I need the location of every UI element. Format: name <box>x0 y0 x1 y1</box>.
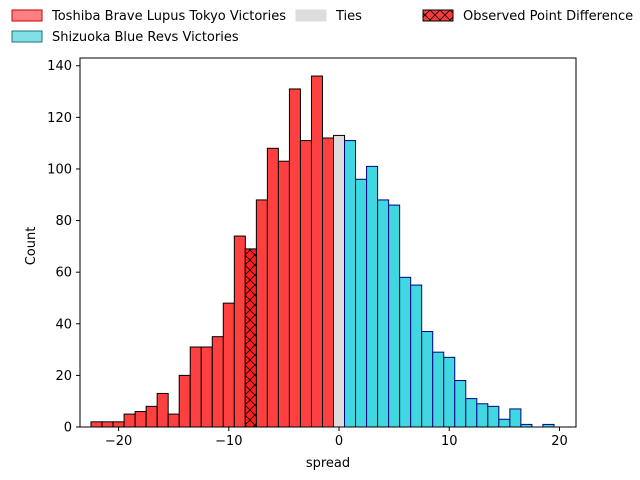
bar-toshiba--2 <box>310 75 323 428</box>
y-tick-label: 40 <box>55 317 72 332</box>
bar-toshiba--5 <box>277 160 290 428</box>
bar-toshiba--1 <box>321 137 335 428</box>
bars-group <box>90 75 555 428</box>
y-axis-label: Count <box>24 227 39 266</box>
bar-toshiba--21 <box>101 421 114 428</box>
bar-shizuoka-4 <box>377 199 390 428</box>
legend-swatch <box>11 30 43 43</box>
legend-item: Toshiba Brave Lupus Tokyo Victories <box>11 9 286 24</box>
legend-label: Observed Point Difference <box>463 9 633 24</box>
bar-toshiba--6 <box>266 147 279 428</box>
y-tick-label: 120 <box>47 111 72 126</box>
plot-frame <box>79 57 577 428</box>
x-tick-label: 10 <box>441 434 458 449</box>
bar-ties-0 <box>333 134 346 428</box>
x-tick-label: 20 <box>551 434 568 449</box>
x-tick-label: 0 <box>335 434 343 449</box>
y-tick-label: 140 <box>47 59 72 74</box>
legend-label: Toshiba Brave Lupus Tokyo Victories <box>51 9 286 24</box>
bar-toshiba--15 <box>167 413 180 428</box>
bar-shizuoka-1 <box>344 140 357 428</box>
legend-label: Shizuoka Blue Revs Victories <box>52 30 239 45</box>
bar-shizuoka-12 <box>465 398 478 428</box>
bar-toshiba--13 <box>189 346 202 428</box>
legend-item: Observed Point Difference <box>422 9 633 24</box>
bar-toshiba--12 <box>200 346 213 428</box>
legend-item: Ties <box>295 9 362 24</box>
legend-swatch <box>295 9 327 22</box>
y-tick-label: 20 <box>55 369 72 384</box>
legend: Toshiba Brave Lupus Tokyo Victories Shizu… <box>11 9 633 45</box>
x-tick-label: −10 <box>215 434 242 449</box>
legend-swatch <box>11 9 43 22</box>
bar-toshiba--11 <box>211 336 224 428</box>
bar-shizuoka-13 <box>476 403 489 428</box>
y-tick-label: 80 <box>55 214 72 229</box>
legend-swatch-hatch <box>422 9 454 22</box>
bar-shizuoka-5 <box>388 204 401 428</box>
bar-shizuoka-11 <box>454 380 467 428</box>
bar-toshiba--7 <box>255 199 268 428</box>
observed-point-difference-bar <box>244 248 257 428</box>
bar-toshiba--19 <box>123 413 136 428</box>
bar-shizuoka-16 <box>509 408 522 428</box>
bar-toshiba--17 <box>145 405 158 428</box>
bar-shizuoka-8 <box>421 331 434 428</box>
bar-shizuoka-3 <box>366 165 379 428</box>
bar-toshiba--9 <box>233 235 246 428</box>
bar-shizuoka-14 <box>487 405 500 428</box>
bar-shizuoka-2 <box>355 178 368 428</box>
bar-shizuoka-7 <box>410 284 423 428</box>
bar-toshiba--10 <box>222 302 235 428</box>
legend-label: Ties <box>335 9 362 24</box>
y-tick-label: 0 <box>64 421 72 436</box>
y-tick-label: 60 <box>55 266 72 281</box>
bar-shizuoka-9 <box>432 351 445 428</box>
bar-toshiba--4 <box>288 88 301 428</box>
y-tick-label: 100 <box>47 162 72 177</box>
axes-group: −20 −10 0 10 20 0 20 40 60 80 100 120 140 <box>47 57 577 449</box>
bar-shizuoka-10 <box>443 356 456 428</box>
bar-toshiba--3 <box>299 140 312 428</box>
bar-toshiba--14 <box>178 374 191 428</box>
bar-shizuoka-6 <box>399 276 412 428</box>
bar-toshiba--20 <box>112 421 125 428</box>
bar-toshiba--16 <box>156 392 169 428</box>
x-axis-label: spread <box>306 456 350 471</box>
bar-shizuoka-15 <box>498 418 511 428</box>
legend-item: Shizuoka Blue Revs Victories <box>11 30 239 45</box>
bar-toshiba--18 <box>134 411 147 428</box>
x-tick-label: −20 <box>105 434 132 449</box>
bar-toshiba--22 <box>90 421 103 428</box>
